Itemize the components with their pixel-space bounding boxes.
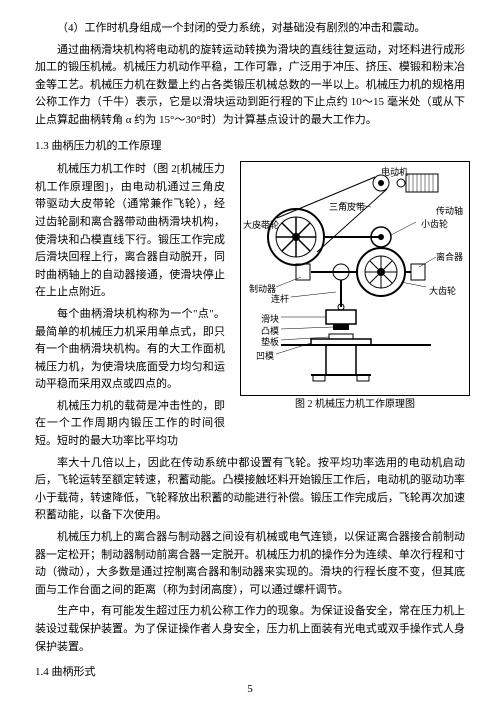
full-para-1: 率大十几倍以上，因此在传动系统中都设置有飞轮。按平均功率选用的电动机启动后，飞轮… xyxy=(35,455,465,525)
label-lower-die: 凹模 xyxy=(256,349,274,363)
label-rod: 连杆 xyxy=(271,292,289,306)
label-bolster: 垫板 xyxy=(261,335,279,349)
label-small-gear: 小齿轮 xyxy=(421,217,448,231)
column-para-1: 机械压力机工作时（图 2[机械压力机工作原理图]，由电动机通过三角皮带驱动大皮带… xyxy=(35,161,225,302)
figure-2-caption: 图 2 机械压力机工作原理图 xyxy=(241,397,469,413)
paragraph-intro: 通过曲柄滑块机构将电动机的旋转运动转换为滑块的直线往复运动，对坯料进行成形加工的… xyxy=(35,42,465,130)
column-para-2: 每个曲柄滑块机构称为一个"点"。最简单的机械压力机采用单点式，即只有一个曲柄滑块… xyxy=(35,306,225,394)
label-flywheel: 大皮带轮 xyxy=(243,218,279,232)
label-belt: 三角皮带 xyxy=(329,200,365,214)
mechanical-press-diagram xyxy=(241,162,471,397)
full-para-2: 机械压力机上的离合器与制动器之间设有机械或电气连锁，以保证离合器接合前制动器一定… xyxy=(35,529,465,599)
label-motor: 电动机 xyxy=(381,165,408,179)
left-text-column: 机械压力机工作时（图 2[机械压力机工作原理图]，由电动机通过三角皮带驱动大皮带… xyxy=(35,161,225,451)
figure-text-wrapper: 机械压力机工作时（图 2[机械压力机工作原理图]，由电动机通过三角皮带驱动大皮带… xyxy=(35,161,465,451)
section-1-4-title: 1.4 曲柄形式 xyxy=(35,664,465,682)
page-number: 5 xyxy=(247,681,253,699)
label-large-gear: 大齿轮 xyxy=(429,284,456,298)
column-para-3: 机械压力机的载荷是冲击性的，即在一个工作周期内锻压工作的时间很短。短时的最大功率… xyxy=(35,398,225,451)
section-1-3-title: 1.3 曲柄压力机的工作原理 xyxy=(35,138,465,156)
figure-2-diagram: 电动机 传动轴 小齿轮 大齿轮 离合器 三角皮带 大皮带轮 制动器 连杆 滑块 … xyxy=(240,161,470,396)
label-clutch: 离合器 xyxy=(436,250,463,264)
full-para-3: 生产中，有可能发生超过压力机公称工作力的现象。为保证设备安全，常在压力机上装设过… xyxy=(35,603,465,656)
paragraph-item-4: （4）工作时机身组成一个封闭的受力系统，对基础没有剧烈的冲击和震动。 xyxy=(35,20,465,38)
